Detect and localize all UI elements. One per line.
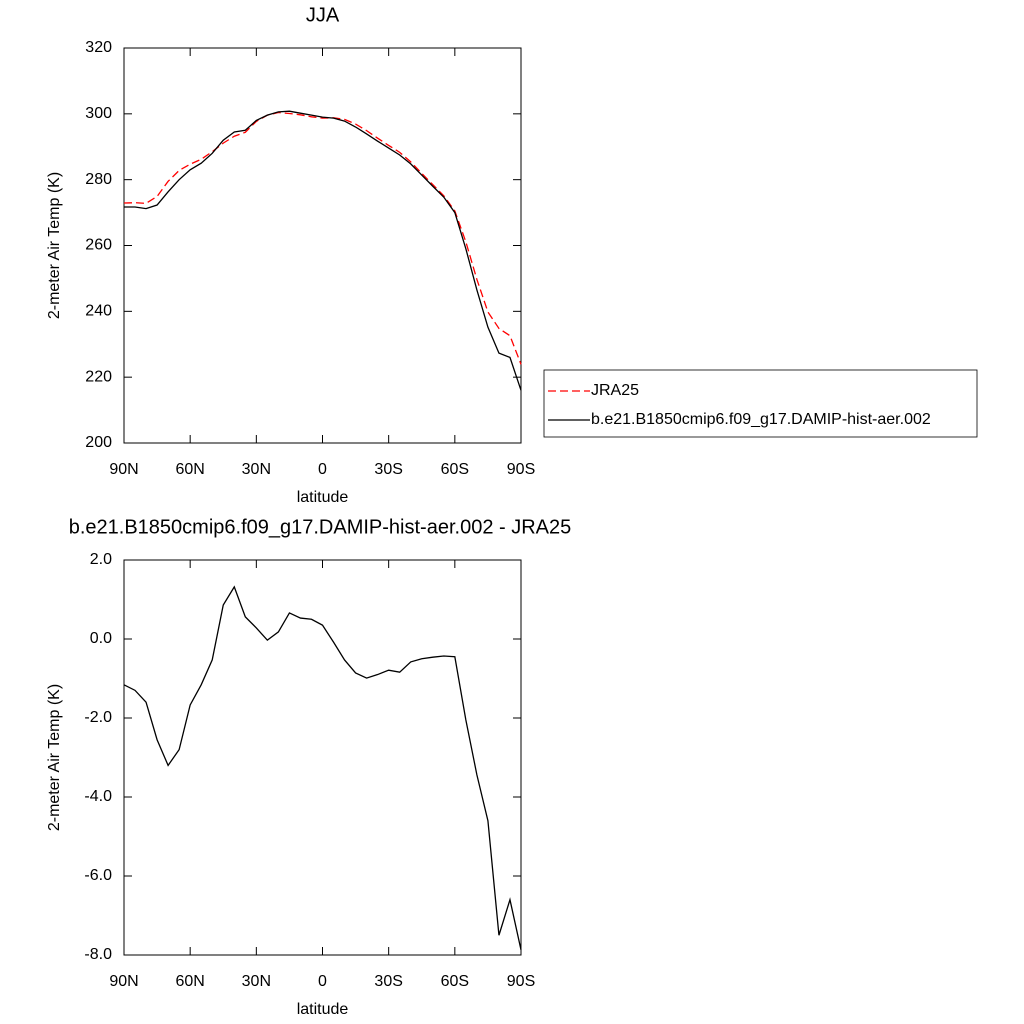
data-line — [124, 110, 522, 391]
x-tick-label: 60N — [175, 461, 204, 478]
y-tick-label: 240 — [85, 303, 112, 320]
x-tick-label: 30S — [374, 461, 402, 478]
x-tick-label: 30N — [242, 461, 271, 478]
y-tick-label: 200 — [85, 434, 112, 451]
y-axis-label: 2-meter Air Temp (K) — [46, 172, 63, 319]
x-axis-label: latitude — [297, 1001, 349, 1018]
legend-label: b.e21.B1850cmip6.f09_g17.DAMIP-hist-aer.… — [591, 411, 931, 428]
y-tick-label: 0.0 — [90, 630, 112, 647]
plot-frame — [123, 559, 522, 956]
y-tick-label: 2.0 — [90, 551, 112, 568]
y-tick-label: -6.0 — [84, 867, 112, 884]
x-tick-label: 60N — [175, 973, 204, 990]
y-tick-label: 300 — [85, 105, 112, 122]
x-tick-label: 30N — [242, 973, 271, 990]
data-line — [123, 585, 522, 951]
y-tick-label: 220 — [85, 368, 112, 385]
x-axis-label: latitude — [297, 489, 349, 506]
x-tick-label: 90S — [507, 973, 535, 990]
x-tick-label: 30S — [374, 973, 402, 990]
data-line — [123, 111, 522, 365]
x-tick-label: 60S — [441, 973, 469, 990]
legend-box — [543, 369, 978, 438]
y-tick-label: -8.0 — [84, 946, 112, 963]
x-tick-label: 0 — [318, 461, 327, 478]
x-tick-label: 90N — [109, 461, 138, 478]
y-tick-label: -2.0 — [84, 709, 112, 726]
x-tick-label: 90S — [507, 461, 535, 478]
x-tick-label: 90N — [109, 973, 138, 990]
chart-title: JJA — [306, 4, 340, 26]
plot-frame — [123, 47, 522, 444]
y-tick-label: 280 — [85, 171, 112, 188]
y-tick-label: -4.0 — [84, 788, 112, 805]
legend-label: JRA25 — [591, 382, 639, 399]
y-axis-label: 2-meter Air Temp (K) — [46, 684, 63, 831]
y-tick-label: 320 — [85, 39, 112, 56]
chart-title: b.e21.B1850cmip6.f09_g17.DAMIP-hist-aer.… — [69, 516, 572, 538]
x-tick-label: 60S — [441, 461, 469, 478]
x-tick-label: 0 — [318, 973, 327, 990]
y-tick-label: 260 — [85, 237, 112, 254]
